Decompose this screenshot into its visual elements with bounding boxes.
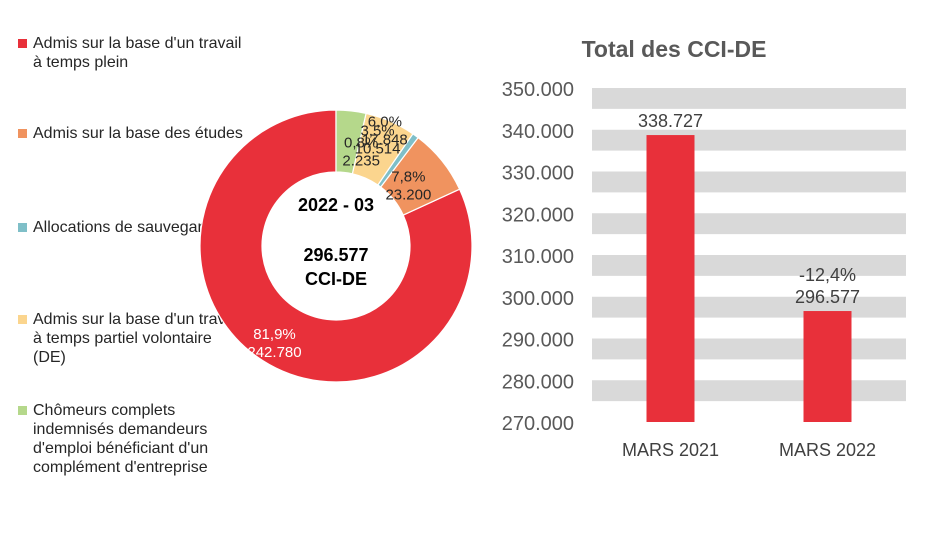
grid-band [592, 338, 906, 360]
x-category-label: MARS 2022 [779, 440, 876, 460]
donut-percent-label: 7,8% [391, 169, 425, 186]
x-category-label: MARS 2021 [622, 440, 719, 460]
bar-change-label: -12,4% [799, 265, 856, 285]
legend-item: Admis sur la base d'un travail à temps p… [18, 34, 248, 72]
donut-percent-label: 0,8% [344, 134, 378, 151]
y-tick-label: 340.000 [502, 121, 574, 143]
y-tick-label: 290.000 [502, 330, 574, 352]
donut-chart: 81,9%242.780 7,8%23.200 0,8%2.235 6,0%17.84… [199, 109, 473, 383]
donut-center-unit: CCI-DE [305, 269, 367, 289]
legend-swatch [18, 406, 27, 415]
legend-swatch [18, 223, 27, 232]
donut-value-label: 10.514 [355, 141, 401, 158]
grid-band [592, 129, 906, 151]
legend-swatch [18, 39, 27, 48]
legend-label: Allocations de sauvegarde [33, 219, 221, 236]
donut-percent-label: 6,0% [368, 113, 402, 130]
y-tick-label: 320.000 [502, 204, 574, 226]
donut-slice [335, 109, 367, 175]
legend-item: Admis sur la base des études [18, 124, 248, 143]
grid-band [592, 380, 906, 402]
donut-percent-label: 3,5% [360, 123, 394, 140]
legend-label: Chômeurs complets indemnisés demandeurs … [33, 402, 209, 476]
donut-value-label: 23.200 [385, 187, 431, 204]
y-tick-label: 330.000 [502, 163, 574, 185]
y-tick-label: 280.000 [502, 371, 574, 393]
legend-item: Chômeurs complets indemnisés demandeurs … [18, 401, 248, 477]
y-tick-label: 350.000 [502, 79, 574, 101]
legend-label: Admis sur la base d'un travail à temps p… [33, 35, 242, 71]
bar [646, 135, 695, 423]
donut-value-label: 2.235 [342, 152, 380, 169]
donut-value-label: 17.848 [362, 131, 408, 148]
grid-band [592, 213, 906, 235]
legend-label: Admis sur la base d'un travail à temps p… [33, 311, 242, 366]
bar-value-label: 296.577 [795, 287, 860, 307]
legend-swatch [18, 129, 27, 138]
donut-percent-label: 81,9% [253, 326, 296, 343]
grid-band [592, 255, 906, 276]
legend-swatch [18, 315, 27, 324]
donut-center-period: 2022 - 03 [298, 195, 374, 215]
legend-item: Admis sur la base d'un travail à temps p… [18, 310, 248, 367]
bar-chart: Total des CCI-DE 270.000 280.000 290.000 30… [502, 36, 906, 460]
legend-label: Admis sur la base des études [33, 125, 243, 142]
bar-chart-title: Total des CCI-DE [582, 36, 767, 62]
grid-band [592, 171, 906, 193]
y-tick-label: 270.000 [502, 413, 574, 435]
legend-item: Allocations de sauvegarde [18, 218, 248, 237]
y-tick-label: 300.000 [502, 288, 574, 310]
donut-slice [199, 109, 473, 383]
bar [803, 311, 852, 422]
bar-value-label: 338.727 [638, 111, 703, 131]
grid-band [592, 88, 906, 109]
donut-center-total: 296.577 [303, 245, 368, 265]
donut-value-label: 242.780 [247, 344, 301, 361]
y-tick-label: 310.000 [502, 246, 574, 268]
